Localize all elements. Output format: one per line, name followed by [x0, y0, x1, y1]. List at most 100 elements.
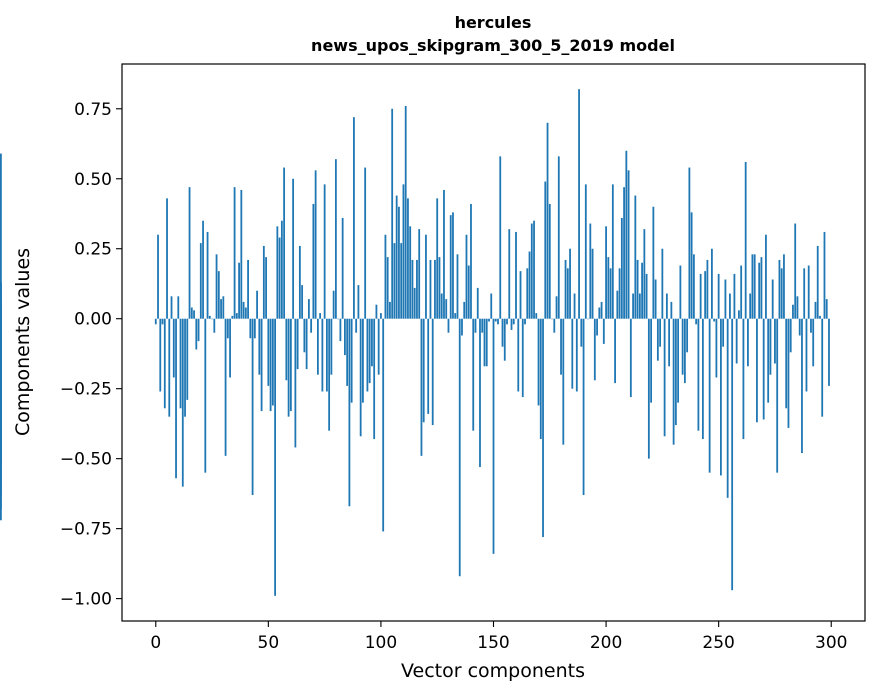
bar-component-18 — [195, 318, 198, 350]
bar-component-83 — [341, 217, 344, 319]
bar-component-272 — [767, 318, 770, 403]
bar-component-74 — [321, 318, 324, 392]
bar-component-7 — [170, 296, 173, 319]
bar-component-156 — [506, 318, 508, 325]
bar-component-248 — [713, 318, 716, 322]
bar-component-109 — [400, 243, 403, 319]
bar-component-254 — [726, 318, 729, 498]
bar-component-216 — [641, 262, 643, 319]
bar-component-63 — [296, 318, 299, 370]
bar-component-222 — [654, 279, 657, 319]
bar-component-16 — [190, 307, 193, 319]
bar-component-250 — [717, 273, 720, 319]
bar-component-219 — [647, 318, 650, 459]
bar-component-283 — [792, 304, 794, 319]
bar-component-91 — [359, 318, 362, 437]
bar-component-243 — [701, 318, 704, 440]
bar-component-245 — [706, 259, 709, 319]
bar-component-38 — [240, 189, 243, 319]
bar-component-51 — [269, 318, 272, 412]
bar-component-238 — [690, 212, 693, 319]
bar-component-110 — [402, 184, 405, 319]
x-axis-label: Vector components — [401, 660, 585, 682]
bar-component-286 — [798, 318, 801, 336]
bar-component-271 — [765, 234, 767, 319]
bar-component-277 — [778, 259, 781, 319]
bar-component-189 — [580, 318, 583, 347]
bar-component-170 — [537, 318, 540, 406]
bar-component-186 — [573, 293, 576, 319]
bar-component-68 — [307, 299, 310, 319]
bar-component-224 — [659, 318, 662, 347]
bar-component-259 — [738, 310, 740, 319]
bar-component-195 — [593, 318, 596, 381]
bar-component-30 — [222, 296, 225, 319]
bar-component-50 — [267, 318, 270, 386]
bar-component-221 — [652, 206, 655, 319]
bar-component-106 — [393, 243, 396, 319]
bar-component-75 — [323, 184, 326, 319]
bar-component-165 — [526, 268, 529, 319]
bar-component-205 — [616, 290, 619, 319]
bar-component-0 — [154, 318, 157, 325]
bar-component-234 — [681, 318, 684, 375]
bar-component-252 — [722, 318, 725, 347]
bar-component-151 — [494, 318, 497, 322]
bar-component-36 — [235, 313, 238, 319]
bar-component-269 — [760, 257, 763, 319]
y-tick-label: 0.00 — [74, 310, 112, 330]
bar-component-135 — [458, 318, 461, 577]
bar-component-31 — [224, 318, 227, 456]
bar-component-244 — [704, 271, 707, 319]
bar-component-285 — [796, 296, 799, 319]
bar-component-242 — [699, 273, 702, 319]
bar-component-86 — [348, 318, 351, 507]
bar-component-266 — [753, 254, 756, 319]
bar-component-79 — [332, 290, 335, 319]
bar-component-212 — [632, 293, 634, 319]
bar-component-15 — [188, 187, 191, 319]
bar-component-296 — [821, 318, 824, 417]
bar-component-132 — [452, 212, 454, 319]
bar-component-164 — [524, 318, 526, 325]
bar-component-280 — [785, 318, 788, 409]
bar-component-253 — [724, 279, 727, 319]
bar-component-22 — [204, 318, 207, 473]
bar-component-241 — [697, 318, 700, 431]
bar-component-78 — [330, 318, 333, 375]
y-tick-label: −0.25 — [60, 380, 112, 400]
bar-component-73 — [319, 313, 322, 319]
bar-component-217 — [643, 229, 646, 319]
bar-component-59 — [287, 318, 290, 417]
bar-component-140 — [470, 203, 472, 319]
bar-component-171 — [539, 318, 542, 440]
bar-component-154 — [501, 318, 504, 347]
bar-component-196 — [596, 318, 598, 336]
bar-component-231 — [674, 318, 677, 426]
bar-component-104 — [389, 301, 391, 319]
bar-component-155 — [503, 318, 506, 361]
bar-component-197 — [598, 307, 601, 319]
bar-component-96 — [371, 318, 373, 367]
bar-component-246 — [708, 318, 711, 473]
y-tick-label: 0.75 — [74, 100, 112, 120]
bar-component-128 — [443, 189, 445, 319]
bar-component-76 — [325, 318, 328, 392]
bar-component-82 — [339, 318, 342, 342]
bar-component-179 — [557, 156, 560, 319]
bar-component-255 — [729, 293, 731, 319]
bar-component-146 — [483, 318, 486, 367]
bar-component-43 — [251, 318, 254, 496]
bar-component-4 — [163, 318, 166, 409]
bar-component-84 — [344, 318, 346, 356]
y-tick-label: −1.00 — [60, 590, 112, 610]
bar-component-263 — [747, 318, 749, 367]
bar-component-24 — [208, 315, 211, 319]
bar-component-200 — [605, 226, 607, 319]
bar-component-99 — [377, 318, 380, 375]
bar-component-27 — [215, 254, 218, 319]
bar-component-72 — [316, 318, 319, 375]
bar-component-124 — [434, 259, 436, 319]
bar-component-14 — [186, 318, 189, 400]
bar-component-267 — [756, 318, 758, 423]
